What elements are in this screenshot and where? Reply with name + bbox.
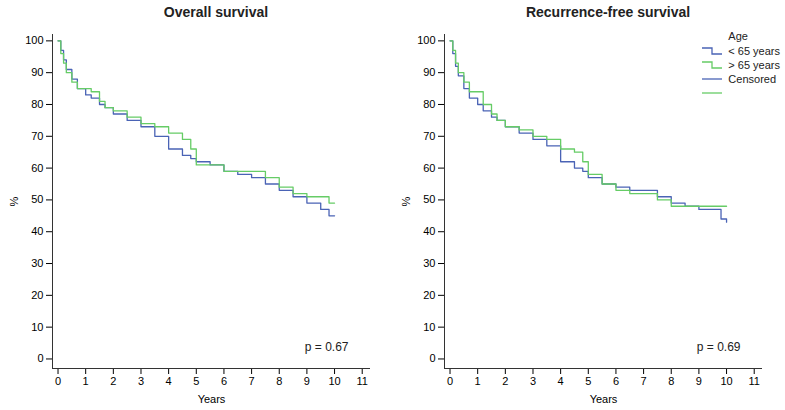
- svg-text:11: 11: [748, 375, 759, 387]
- svg-text:8: 8: [668, 375, 674, 387]
- svg-text:Years: Years: [198, 393, 226, 405]
- svg-text:60: 60: [423, 162, 435, 174]
- svg-text:40: 40: [423, 225, 435, 237]
- svg-text:2: 2: [110, 375, 116, 387]
- svg-text:2: 2: [502, 375, 508, 387]
- svg-text:0: 0: [429, 352, 435, 364]
- html-text:Age: Age: [728, 30, 748, 42]
- svg-text:4: 4: [166, 375, 172, 387]
- svg-text:8: 8: [276, 375, 282, 387]
- svg-text:10: 10: [423, 321, 435, 333]
- svg-text:5: 5: [585, 375, 591, 387]
- svg-text:p = 0.67: p = 0.67: [305, 340, 349, 354]
- svg-text:Years: Years: [590, 393, 618, 405]
- svg-text:%: %: [8, 196, 20, 206]
- svg-text:30: 30: [423, 257, 435, 269]
- html-text:> 65 years: > 65 years: [728, 59, 780, 71]
- svg-text:0: 0: [447, 375, 453, 387]
- svg-text:9: 9: [696, 375, 702, 387]
- svg-text:70: 70: [423, 130, 435, 142]
- svg-text:5: 5: [193, 375, 199, 387]
- html-text:Censored: Censored: [728, 73, 776, 85]
- svg-text:10: 10: [328, 375, 340, 387]
- svg-text:7: 7: [249, 375, 255, 387]
- svg-text:40: 40: [31, 225, 43, 237]
- svg-text:1: 1: [475, 375, 481, 387]
- svg-text:3: 3: [138, 375, 144, 387]
- svg-text:1: 1: [83, 375, 89, 387]
- svg-text:7: 7: [641, 375, 647, 387]
- svg-text:100: 100: [417, 34, 435, 46]
- svg-text:50: 50: [31, 193, 43, 205]
- html-text:Overall survival: Overall survival: [163, 4, 269, 20]
- svg-text:p = 0.69: p = 0.69: [697, 340, 741, 354]
- svg-text:6: 6: [613, 375, 619, 387]
- svg-text:60: 60: [31, 162, 43, 174]
- svg-text:70: 70: [31, 130, 43, 142]
- svg-text:9: 9: [304, 375, 310, 387]
- svg-text:100: 100: [25, 34, 43, 46]
- svg-text:11: 11: [356, 375, 367, 387]
- svg-text:6: 6: [221, 375, 227, 387]
- svg-text:50: 50: [423, 193, 435, 205]
- svg-text:0: 0: [37, 352, 43, 364]
- svg-text:4: 4: [558, 375, 564, 387]
- html-text:Recurrence-free survival: Recurrence-free survival: [525, 4, 691, 20]
- svg-text:90: 90: [31, 66, 43, 78]
- svg-text:3: 3: [530, 375, 536, 387]
- svg-text:0: 0: [55, 375, 61, 387]
- svg-text:30: 30: [31, 257, 43, 269]
- svg-text:20: 20: [423, 289, 435, 301]
- html-text:< 65 years: < 65 years: [728, 45, 780, 57]
- svg-text:10: 10: [720, 375, 732, 387]
- svg-text:90: 90: [423, 66, 435, 78]
- svg-text:10: 10: [31, 321, 43, 333]
- svg-text:80: 80: [31, 98, 43, 110]
- svg-text:20: 20: [31, 289, 43, 301]
- svg-text:80: 80: [423, 98, 435, 110]
- svg-text:%: %: [400, 196, 412, 206]
